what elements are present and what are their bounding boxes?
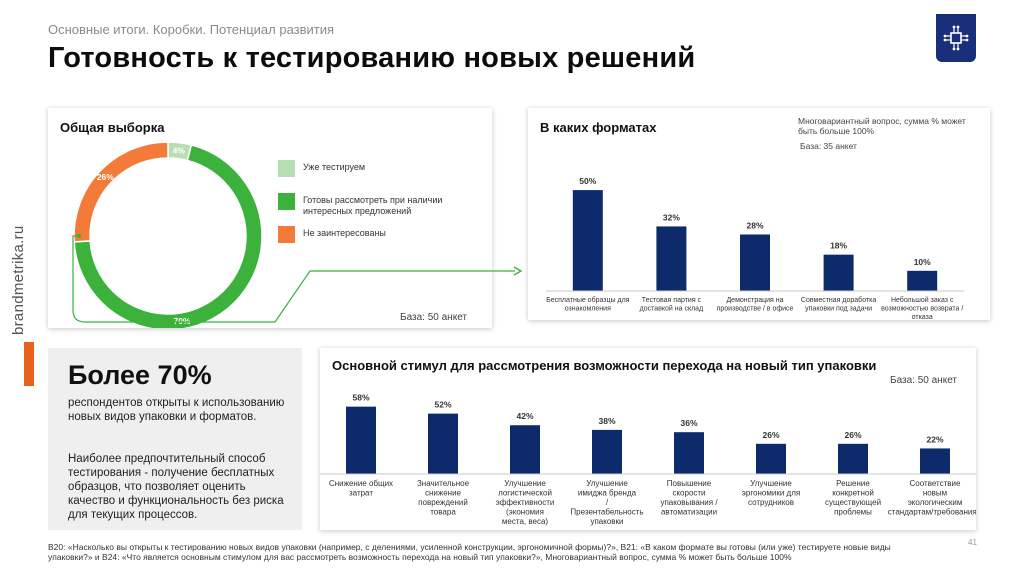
bar-category-label: Небольшой заказ с возможностью возврата /…	[881, 296, 963, 320]
legend-label: Уже тестируем	[303, 162, 366, 172]
bar-value-label: 18%	[830, 241, 847, 251]
highlight-headline: Более 70%	[68, 360, 212, 390]
donut-chart-title: Общая выборка	[60, 120, 165, 135]
donut-value-label: 4%	[173, 146, 186, 156]
bar	[428, 413, 458, 474]
donut-chart-card: Общая выборка 4% 70% 26% Уже тестируем Гот…	[48, 108, 492, 328]
bar	[756, 443, 786, 474]
legend-item-not-interested: Не заинтересованы	[278, 226, 483, 243]
legend-label: Не заинтересованы	[303, 228, 386, 238]
bar-value-label: 10%	[914, 257, 931, 267]
bar-category-label: Совместная доработка упаковки под задачи	[801, 296, 876, 313]
logo	[936, 14, 976, 62]
bar	[674, 432, 704, 474]
bar-value-label: 32%	[663, 212, 680, 222]
highlight-text-2: Наиболее предпочтительный способ тестиро…	[68, 453, 284, 521]
sidebar-brand: brandmetrika.ru	[10, 225, 27, 335]
legend-item-ready: Готовы рассмотреть при наличии интересны…	[278, 193, 483, 217]
donut-value-label: 26%	[97, 172, 114, 182]
bar-value-label: 22%	[926, 434, 943, 444]
bar-value-label: 36%	[680, 418, 697, 428]
bar-value-label: 28%	[746, 220, 763, 230]
formats-chart-title: В каких форматах	[540, 120, 657, 135]
bar-category-label: Решение конкретной существующей проблемы	[825, 479, 881, 517]
donut-base-label: База: 50 анкет	[400, 312, 467, 323]
bar-category-label: Улучшение имиджа бренда / Презентабельность…	[570, 479, 643, 526]
page-number: 41	[968, 538, 977, 547]
stimulus-chart-card: Основной стимул для рассмотрения возможн…	[320, 348, 976, 530]
formats-bar-chart: 50% Бесплатные образцы для ознакомления 32%…	[546, 176, 964, 320]
bar-value-label: 50%	[579, 176, 596, 186]
highlight-text-1: респондентов открыты к использованию нов…	[68, 397, 285, 423]
bar	[838, 443, 868, 474]
bar-value-label: 26%	[762, 430, 779, 440]
page-title: Готовность к тестированию новых решений	[48, 42, 696, 74]
legend-swatch	[278, 193, 295, 210]
bar-category-label: Демонстрация на производстве / в офисе	[717, 297, 794, 313]
footnote: B20: «Насколько вы открыты к тестировани…	[48, 542, 891, 562]
donut-slice	[73, 141, 169, 243]
bar-category-label: Снижение общих затрат	[329, 479, 393, 498]
legend-swatch	[278, 226, 295, 243]
bar	[510, 425, 540, 474]
bar-category-label: Улучшение логистической эффективности (экон…	[496, 479, 555, 526]
stimulus-bar-chart: 58% Снижение общих затрат 52% Значительное сн…	[320, 393, 976, 526]
donut-value-label: 70%	[173, 316, 190, 326]
legend-label: Готовы рассмотреть при наличии интересны…	[303, 195, 443, 216]
formats-chart-card: В каких форматах Многовариантный вопрос,…	[528, 108, 990, 320]
bar-category-label: Тестовая партия с доставкой на склад	[640, 297, 704, 313]
sidebar-accent-bar	[24, 342, 34, 386]
bar	[572, 190, 603, 291]
bar-value-label: 38%	[598, 416, 615, 426]
circuit-chip-icon	[943, 25, 969, 51]
bar-value-label: 42%	[516, 411, 533, 421]
legend-swatch	[278, 160, 295, 177]
bar-category-label: Соответствие новым экологическим стандартам…	[888, 479, 976, 517]
bar	[740, 234, 770, 291]
highlight-panel: Более 70% респондентов открыты к использ…	[48, 348, 302, 530]
bar-category-label: Повышение скорости упаковывания / автоматиз…	[660, 479, 718, 517]
bar-category-label: Бесплатные образцы для ознакомления	[546, 296, 630, 313]
bar	[656, 226, 687, 291]
stimulus-base-label: База: 50 анкет	[890, 375, 957, 386]
formats-note: Многовариантный вопрос, сумма % может бы…	[798, 116, 966, 136]
bar-value-label: 58%	[352, 393, 369, 403]
bar-category-label: Улучшение эргономики для сотрудников	[742, 479, 800, 507]
bar	[920, 448, 950, 474]
breadcrumb: Основные итоги. Коробки. Потенциал разви…	[48, 22, 335, 37]
bar-value-label: 26%	[844, 430, 861, 440]
bar	[907, 270, 938, 291]
bar	[823, 254, 854, 291]
formats-base-label: База: 35 анкет	[800, 141, 857, 151]
bar	[346, 406, 376, 474]
bar	[592, 429, 622, 474]
donut-chart: 4% 70% 26%	[73, 141, 263, 328]
stimulus-chart-title: Основной стимул для рассмотрения возможн…	[332, 358, 877, 373]
bar-value-label: 52%	[434, 400, 451, 410]
legend-item-testing: Уже тестируем	[278, 160, 483, 177]
bar-category-label: Значительное снижение повреждений товара	[417, 479, 470, 517]
